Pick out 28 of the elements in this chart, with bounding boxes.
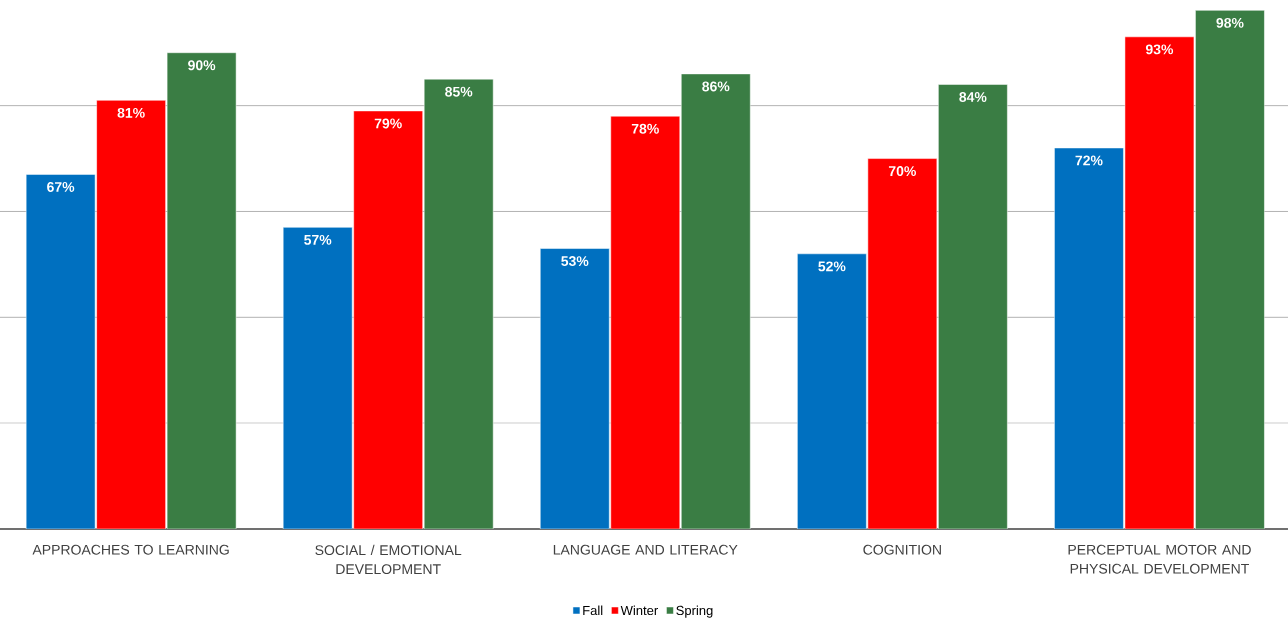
x-tick-label: SOCIAL / EMOTIONAL DEVELOPMENT: [315, 544, 462, 575]
x-tick-label: LANGUAGE AND LITERACY: [553, 544, 738, 555]
data-label: 67%: [47, 182, 75, 192]
data-label: 81%: [117, 107, 145, 118]
data-label: 84%: [959, 92, 987, 102]
data-label: 78%: [631, 123, 659, 134]
legend-label: Fall: [583, 605, 603, 616]
data-label: 93%: [1145, 44, 1174, 55]
bar: [797, 253, 867, 529]
data-label: 52%: [818, 261, 846, 272]
x-tick-label: APPROACHES TO LEARNING: [32, 544, 229, 555]
bar: [282, 227, 353, 529]
bar: [25, 174, 96, 529]
data-label: 70%: [888, 166, 916, 177]
data-label: 72%: [1075, 155, 1103, 166]
data-label: 79%: [374, 118, 402, 129]
data-label: 98%: [1216, 17, 1244, 28]
bar: [540, 248, 610, 529]
legend-label: Winter: [620, 605, 658, 616]
data-label: 53%: [561, 256, 589, 267]
data-label: 90%: [188, 60, 216, 71]
data-label: 85%: [445, 86, 473, 97]
legend-label: Spring: [676, 605, 713, 618]
data-label: 86%: [702, 81, 730, 92]
x-tick-label: PERCEPTUAL MOTOR AND PHYSICAL DEVELOPMENT: [1068, 544, 1251, 574]
bar: [1054, 147, 1124, 529]
data-label: 57%: [304, 234, 332, 245]
x-tick-label: COGNITION: [863, 544, 941, 555]
